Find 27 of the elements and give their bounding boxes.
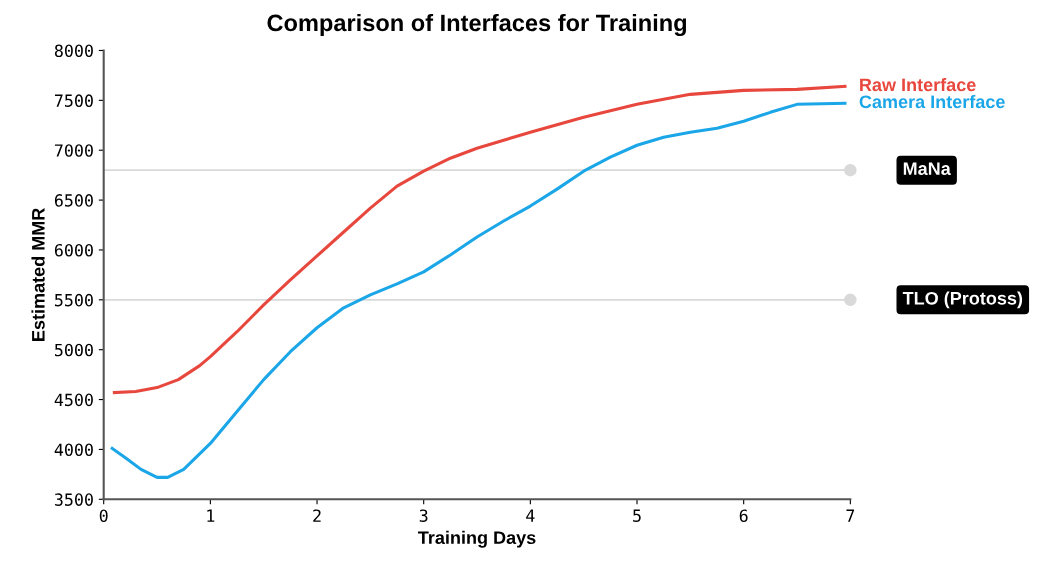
chart-title: Comparison of Interfaces for Training [267, 13, 687, 37]
line-series [110, 101, 847, 479]
line-series [112, 84, 847, 395]
y-axis-title: Estimated MMR [31, 208, 45, 341]
y-tick-label: 6000 [54, 243, 93, 257]
x-tick-label: 6 [739, 509, 748, 522]
x-tick-label: 7 [846, 509, 855, 522]
ref-line-label: TLO (Protoss) [902, 291, 1023, 309]
series-label: Camera Interface [859, 94, 1005, 109]
x-tick-label: 3 [419, 509, 428, 522]
y-tick-label: 4500 [54, 393, 93, 407]
x-tick-label: 0 [99, 509, 108, 522]
y-tick-label: 5500 [55, 293, 93, 307]
ref-line-label: MaNa [903, 162, 951, 176]
y-tick-label: 7500 [54, 94, 93, 107]
y-tick-label: 5000 [55, 343, 93, 357]
y-tick-label: 7000 [54, 144, 93, 157]
y-tick-label: 8000 [54, 44, 93, 58]
x-tick-label: 2 [313, 509, 321, 522]
y-tick-label: 6500 [54, 194, 93, 207]
x-tick-label: 4 [526, 509, 535, 522]
y-tick-label: 3500 [54, 493, 93, 506]
series-label: Raw Interface [860, 77, 976, 92]
x-tick-label: 5 [633, 509, 641, 522]
y-tick-label: 4000 [54, 443, 93, 457]
x-axis-title: Training Days [418, 530, 536, 548]
x-tick-label: 1 [207, 509, 215, 522]
